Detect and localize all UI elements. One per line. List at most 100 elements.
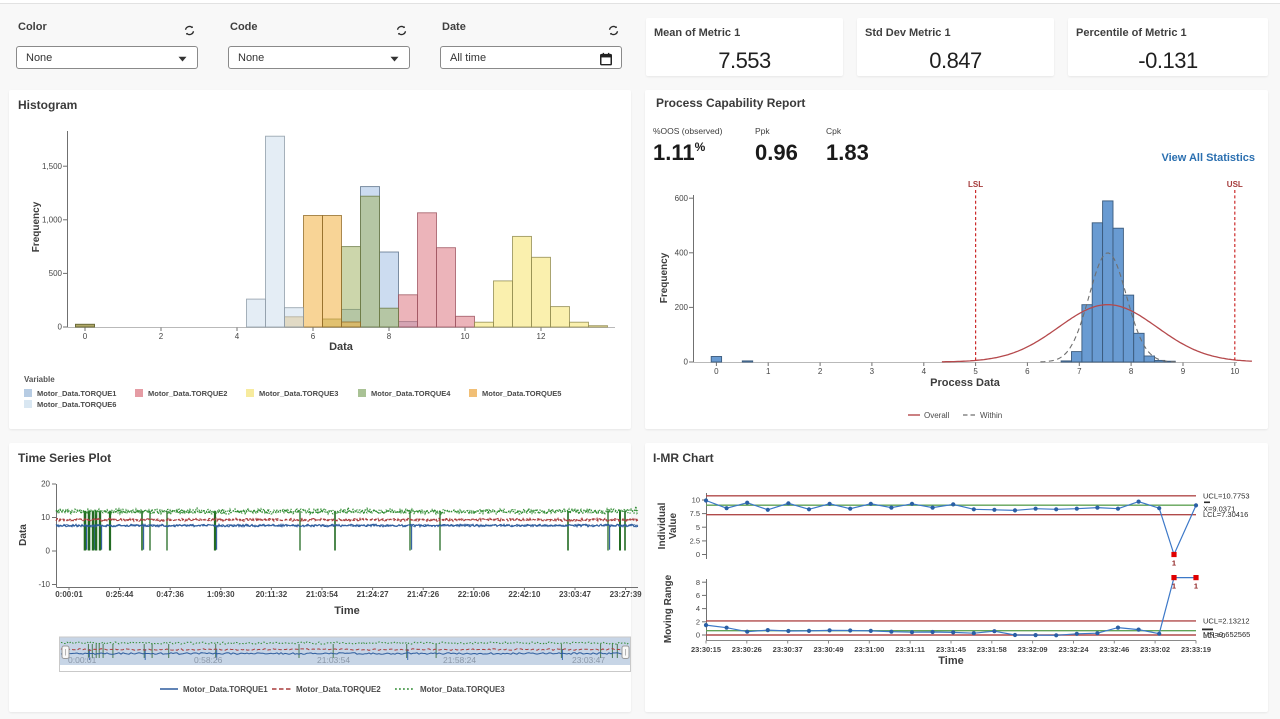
svg-text:8: 8: [1129, 367, 1134, 376]
svg-text:Frequency: Frequency: [31, 201, 42, 252]
svg-text:23:33:19: 23:33:19: [1181, 645, 1211, 654]
svg-text:4: 4: [922, 367, 927, 376]
svg-text:3: 3: [870, 367, 875, 376]
svg-text:8: 8: [387, 332, 392, 341]
svg-text:0: 0: [83, 332, 88, 341]
svg-text:Motor_Data.TORQUE4: Motor_Data.TORQUE4: [371, 389, 451, 398]
svg-text:UCL=2.13212: UCL=2.13212: [1203, 616, 1250, 625]
svg-text:23:33:02: 23:33:02: [1140, 645, 1170, 654]
svg-text:22:42:10: 22:42:10: [508, 590, 541, 599]
svg-text:USL: USL: [1227, 180, 1243, 189]
svg-text:22:10:06: 22:10:06: [458, 590, 491, 599]
svg-text:23:30:37: 23:30:37: [773, 645, 803, 654]
svg-text:0: 0: [696, 631, 700, 640]
svg-text:LCL=0: LCL=0: [1203, 631, 1225, 640]
svg-text:23:32:24: 23:32:24: [1058, 645, 1089, 654]
svg-text:21:58:24: 21:58:24: [443, 655, 476, 665]
svg-text:0: 0: [58, 323, 63, 332]
svg-text:2: 2: [818, 367, 823, 376]
svg-text:23:32:46: 23:32:46: [1099, 645, 1129, 654]
svg-text:1: 1: [766, 367, 771, 376]
svg-text:600: 600: [675, 194, 689, 203]
svg-text:Motor_Data.TORQUE5: Motor_Data.TORQUE5: [482, 389, 561, 398]
svg-text:1,000: 1,000: [42, 215, 63, 224]
svg-text:Motor_Data.TORQUE6: Motor_Data.TORQUE6: [37, 400, 116, 409]
svg-text:0: 0: [714, 367, 719, 376]
svg-text:12: 12: [537, 332, 546, 341]
svg-text:0:47:36: 0:47:36: [156, 590, 184, 599]
svg-text:0:00:01: 0:00:01: [55, 590, 83, 599]
svg-text:Motor_Data.TORQUE1: Motor_Data.TORQUE1: [37, 389, 116, 398]
svg-text:6: 6: [311, 332, 316, 341]
svg-text:5: 5: [696, 523, 700, 532]
svg-text:10: 10: [461, 332, 470, 341]
svg-text:2: 2: [159, 332, 164, 341]
svg-text:7.5: 7.5: [690, 509, 700, 518]
svg-text:20: 20: [41, 480, 50, 489]
svg-text:1,500: 1,500: [42, 162, 63, 171]
svg-text:-10: -10: [38, 580, 50, 589]
svg-text:400: 400: [675, 248, 689, 257]
svg-text:10: 10: [1230, 367, 1239, 376]
svg-text:Motor_Data.TORQUE2: Motor_Data.TORQUE2: [148, 389, 227, 398]
svg-text:8: 8: [696, 578, 700, 587]
svg-text:200: 200: [675, 303, 689, 312]
svg-text:10: 10: [692, 496, 700, 505]
svg-text:X=9.0371: X=9.0371: [1203, 505, 1235, 514]
svg-text:23:30:49: 23:30:49: [813, 645, 843, 654]
svg-text:23:30:26: 23:30:26: [732, 645, 762, 654]
svg-text:10: 10: [41, 513, 50, 522]
svg-text:23:30:15: 23:30:15: [691, 645, 721, 654]
svg-text:Motor_Data.TORQUE1: Motor_Data.TORQUE1: [183, 685, 268, 694]
svg-text:2.5: 2.5: [690, 537, 700, 546]
svg-text:Motor_Data.TORQUE2: Motor_Data.TORQUE2: [296, 685, 381, 694]
svg-text:1:09:30: 1:09:30: [207, 590, 235, 599]
svg-text:23:03:47: 23:03:47: [559, 590, 592, 599]
svg-text:7: 7: [1077, 367, 1082, 376]
svg-text:LSL: LSL: [968, 180, 983, 189]
svg-text:23:31:58: 23:31:58: [977, 645, 1007, 654]
svg-text:Within: Within: [980, 411, 1002, 420]
svg-text:0:25:44: 0:25:44: [106, 590, 134, 599]
svg-text:Value: Value: [668, 513, 679, 540]
svg-text:0: 0: [696, 550, 700, 559]
svg-text:Data: Data: [329, 341, 354, 353]
svg-text:23:31:45: 23:31:45: [936, 645, 966, 654]
svg-text:21:03:54: 21:03:54: [306, 590, 339, 599]
svg-text:LCL=7.30416: LCL=7.30416: [1203, 510, 1248, 519]
svg-text:21:24:27: 21:24:27: [357, 590, 390, 599]
svg-text:23:03:47: 23:03:47: [572, 655, 605, 665]
svg-text:Motor_Data.TORQUE3: Motor_Data.TORQUE3: [259, 389, 338, 398]
svg-text:0: 0: [46, 547, 51, 556]
svg-text:5: 5: [973, 367, 978, 376]
svg-text:Overall: Overall: [924, 411, 950, 420]
svg-text:2: 2: [696, 617, 700, 626]
svg-text:Time: Time: [938, 655, 963, 667]
svg-text:23:31:00: 23:31:00: [854, 645, 884, 654]
svg-text:23:32:09: 23:32:09: [1018, 645, 1048, 654]
svg-text:Variable: Variable: [24, 375, 55, 384]
svg-text:1: 1: [1172, 559, 1176, 568]
svg-text:500: 500: [49, 269, 63, 278]
svg-text:20:11:32: 20:11:32: [256, 590, 288, 599]
svg-text:Time: Time: [334, 605, 359, 617]
svg-text:0: 0: [684, 358, 689, 367]
svg-text:UCL=10.7753: UCL=10.7753: [1203, 491, 1250, 500]
svg-text:MR=0.652565: MR=0.652565: [1203, 630, 1250, 639]
svg-text:21:03:54: 21:03:54: [317, 655, 350, 665]
svg-text:6: 6: [1025, 367, 1030, 376]
svg-text:23:31:11: 23:31:11: [895, 645, 925, 654]
svg-text:Moving Range: Moving Range: [663, 574, 674, 643]
svg-text:1: 1: [1172, 582, 1176, 591]
svg-text:21:47:26: 21:47:26: [407, 590, 440, 599]
svg-text:6: 6: [696, 591, 700, 600]
svg-text:23:27:39: 23:27:39: [610, 590, 643, 599]
svg-text:Frequency: Frequency: [659, 252, 670, 303]
svg-text:Individual: Individual: [657, 502, 668, 549]
svg-text:4: 4: [696, 604, 700, 613]
svg-text:Data: Data: [18, 524, 29, 546]
svg-text:1: 1: [1194, 582, 1198, 591]
svg-text:4: 4: [235, 332, 240, 341]
svg-text:0:00:01: 0:00:01: [68, 655, 97, 665]
svg-text:0:58:26: 0:58:26: [194, 655, 223, 665]
